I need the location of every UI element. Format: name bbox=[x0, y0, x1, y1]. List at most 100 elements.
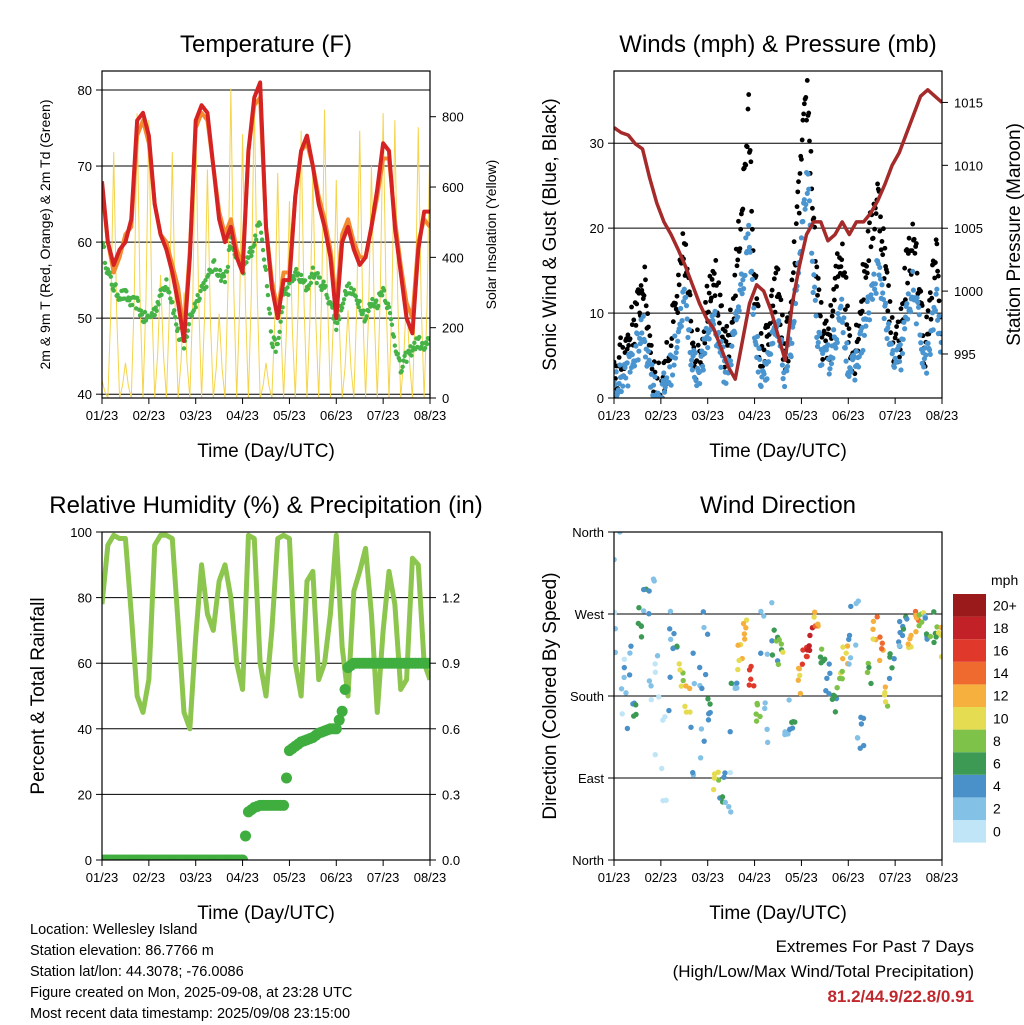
wind-point bbox=[899, 350, 906, 357]
wind-point bbox=[761, 371, 767, 377]
gust-point bbox=[888, 330, 894, 336]
wind-point bbox=[705, 344, 711, 351]
wind-point bbox=[866, 317, 873, 323]
direction-point bbox=[710, 786, 717, 793]
td-point bbox=[346, 281, 352, 286]
direction-point bbox=[735, 642, 741, 648]
wind-point bbox=[678, 305, 684, 312]
direction-point bbox=[780, 649, 786, 655]
direction-point bbox=[824, 675, 830, 682]
direction-point bbox=[837, 675, 843, 682]
gust-point bbox=[645, 311, 651, 317]
series-solar-insolation bbox=[102, 88, 430, 398]
direction-point bbox=[860, 742, 867, 749]
y-tick-label: 20 bbox=[590, 221, 604, 236]
legend-label: 12 bbox=[993, 688, 1009, 704]
y-axis-label: Direction (Colored By Speed) bbox=[540, 572, 561, 819]
gust-point bbox=[790, 270, 796, 276]
gust-point bbox=[723, 339, 729, 344]
wind-point bbox=[877, 264, 883, 271]
td-point bbox=[341, 297, 347, 302]
wind-point bbox=[723, 380, 729, 386]
y-tick-label: 40 bbox=[78, 722, 92, 737]
direction-point bbox=[734, 685, 740, 691]
wind-point bbox=[827, 366, 833, 372]
wind-point bbox=[683, 294, 689, 300]
wind-point bbox=[800, 218, 806, 225]
direction-point bbox=[663, 797, 669, 803]
direction-point bbox=[776, 637, 782, 643]
x-tick-label: 08/23 bbox=[414, 870, 447, 885]
wind-point bbox=[826, 371, 832, 377]
wind-point bbox=[746, 244, 753, 250]
wind-point bbox=[838, 303, 844, 309]
direction-point bbox=[927, 633, 934, 640]
gust-point bbox=[680, 231, 686, 237]
gust-point bbox=[614, 376, 618, 381]
y-tick-label: 60 bbox=[78, 656, 92, 671]
wind-point bbox=[898, 367, 904, 373]
direction-point bbox=[839, 668, 845, 675]
direction-point bbox=[659, 765, 665, 772]
gust-point bbox=[829, 313, 835, 319]
direction-point bbox=[674, 643, 680, 649]
direction-point bbox=[792, 719, 798, 725]
gust-point bbox=[773, 270, 779, 276]
wind-point bbox=[937, 349, 942, 355]
gust-point bbox=[892, 335, 898, 341]
x-tick-label: 03/23 bbox=[691, 870, 724, 885]
direction-point bbox=[676, 661, 682, 667]
wind-point bbox=[789, 340, 795, 346]
direction-point bbox=[721, 774, 727, 780]
gust-point bbox=[728, 307, 733, 313]
td-point bbox=[170, 299, 175, 305]
td-point bbox=[298, 272, 304, 278]
wind-point bbox=[689, 367, 695, 373]
td-point bbox=[356, 304, 361, 310]
chart-4: Wind Direction North East South West North 01/… bbox=[540, 492, 1018, 924]
direction-point bbox=[832, 709, 839, 715]
legend-label: 16 bbox=[993, 643, 1009, 659]
td-point bbox=[168, 296, 173, 301]
direction-point bbox=[667, 608, 674, 615]
direction-point bbox=[726, 804, 732, 810]
direction-point bbox=[707, 701, 713, 707]
gust-point bbox=[736, 218, 741, 224]
legend-swatch bbox=[953, 616, 986, 640]
wind-point bbox=[841, 315, 847, 321]
wind-point bbox=[768, 351, 774, 357]
td-point bbox=[409, 353, 414, 358]
legend-swatch bbox=[953, 639, 986, 662]
gust-point bbox=[690, 340, 696, 346]
wind-point bbox=[843, 358, 849, 364]
wind-point bbox=[678, 323, 684, 329]
wind-point bbox=[648, 371, 654, 377]
wind-point bbox=[852, 377, 858, 383]
gust-point bbox=[775, 266, 781, 272]
direction-point bbox=[746, 682, 752, 688]
wind-point bbox=[901, 319, 907, 325]
wind-point bbox=[905, 291, 911, 297]
td-point bbox=[302, 278, 308, 283]
wind-point bbox=[798, 235, 805, 241]
wind-point bbox=[668, 382, 674, 388]
direction-point bbox=[847, 655, 854, 661]
wind-point bbox=[904, 300, 910, 307]
gust-point bbox=[912, 250, 918, 256]
gust-point bbox=[818, 300, 824, 305]
wind-point bbox=[688, 362, 694, 368]
y2-axis-label: Solar Insolation (Yellow) bbox=[483, 160, 499, 310]
td-point bbox=[102, 244, 107, 249]
gust-point bbox=[643, 303, 649, 309]
gust-point bbox=[884, 269, 890, 275]
gust-point bbox=[878, 214, 883, 220]
gust-point bbox=[713, 258, 719, 263]
direction-point bbox=[666, 707, 672, 714]
wind-point bbox=[754, 333, 761, 340]
x-tick-label: 01/23 bbox=[598, 870, 631, 885]
td-point bbox=[217, 268, 223, 273]
gust-point bbox=[914, 270, 920, 276]
direction-point bbox=[702, 671, 709, 678]
wind-point bbox=[747, 249, 753, 255]
td-point bbox=[321, 279, 326, 284]
